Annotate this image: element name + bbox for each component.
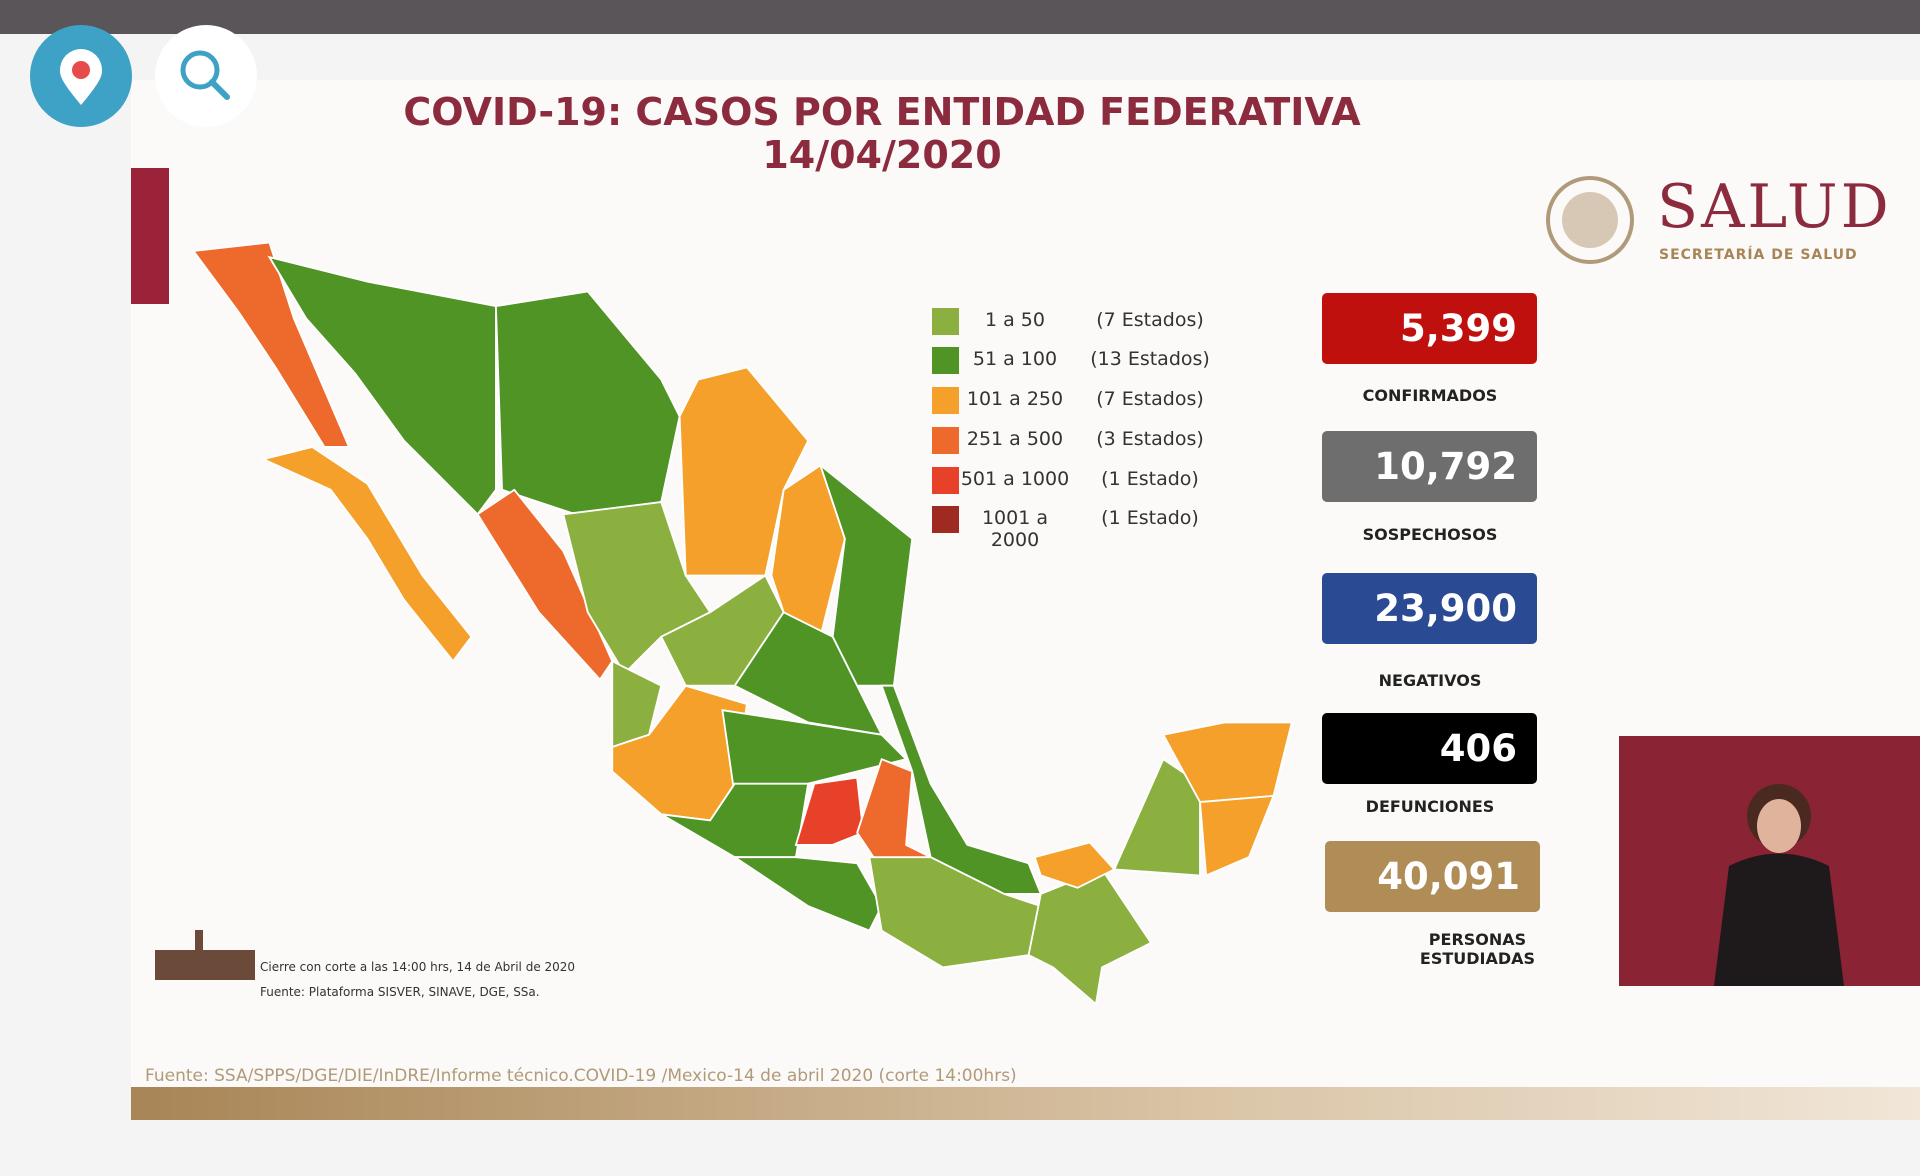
state — [721, 709, 908, 797]
legend-count: (1 Estado) — [1101, 468, 1199, 490]
logo-subtitle: SECRETARÍA DE SALUD — [1659, 247, 1858, 263]
legend-swatch — [932, 427, 959, 454]
state — [880, 684, 1043, 895]
state — [1161, 721, 1294, 804]
note: Fuente: Plataforma SISVER, SINAVE, DGE, … — [260, 985, 540, 999]
periscope-button[interactable] — [30, 25, 132, 127]
top-bar — [0, 0, 1920, 34]
logo-name: SALUD — [1657, 172, 1892, 242]
state — [191, 241, 351, 448]
footer-band — [131, 1087, 1920, 1120]
search-icon — [180, 50, 230, 100]
legend-range: 101 a 250 — [966, 388, 1064, 410]
legend-count: (7 Estados) — [1096, 388, 1204, 410]
state — [1199, 794, 1275, 877]
state — [1033, 841, 1116, 889]
state — [494, 290, 681, 516]
stat-value: 406 — [1322, 713, 1537, 784]
state — [794, 776, 865, 846]
legend-count: (7 Estados) — [1096, 309, 1204, 331]
legend-count: (1 Estado) — [1101, 507, 1199, 529]
periscope-icon — [60, 49, 102, 105]
note: Cierre con corte a las 14:00 hrs, 14 de … — [260, 960, 576, 974]
legend-swatch — [932, 308, 959, 335]
legend-range: 501 a 1000 — [960, 468, 1070, 490]
state — [678, 366, 810, 577]
accent-bar — [131, 168, 169, 304]
state — [260, 445, 473, 663]
stat-label: DEFUNCIONES — [1365, 797, 1495, 816]
stat-label: PERSONAS ESTUDIADAS — [1419, 930, 1536, 968]
legend-swatch — [932, 506, 959, 533]
interpreter-video — [1619, 736, 1920, 986]
date: 14/04/2020 — [762, 133, 1002, 177]
stat-label: NEGATIVOS — [1378, 671, 1482, 690]
source: Fuente: SSA/SPPS/DGE/DIE/InDRE/Informe t… — [145, 1066, 1017, 1086]
legend-range: 251 a 500 — [966, 428, 1064, 450]
search-button[interactable] — [155, 25, 257, 127]
stat-value: 5,399 — [1322, 293, 1537, 364]
stat-value: 10,792 — [1322, 431, 1537, 502]
state — [733, 611, 884, 736]
legend-swatch — [932, 467, 959, 494]
state — [1027, 868, 1153, 1006]
legend-count: (3 Estados) — [1096, 428, 1204, 450]
interpreter — [1714, 784, 1844, 986]
legend-swatch — [932, 387, 959, 414]
stat-label: CONFIRMADOS — [1362, 386, 1498, 405]
legend-swatch — [932, 347, 959, 374]
footer-logo — [155, 930, 255, 980]
stat-label: SOSPECHOSOS — [1362, 525, 1498, 544]
stat-value: 40,091 — [1325, 841, 1540, 912]
legend-count: (13 Estados) — [1090, 348, 1210, 370]
state — [731, 856, 883, 932]
legend-range: 1001 a 2000 — [981, 507, 1049, 551]
legend-range: 51 a 100 — [972, 348, 1058, 370]
stat-value: 23,900 — [1322, 573, 1537, 644]
emblem — [1546, 176, 1634, 264]
legend-range: 1 a 50 — [985, 309, 1045, 331]
title: COVID-19: CASOS POR ENTIDAD FEDERATIVA — [403, 90, 1361, 134]
